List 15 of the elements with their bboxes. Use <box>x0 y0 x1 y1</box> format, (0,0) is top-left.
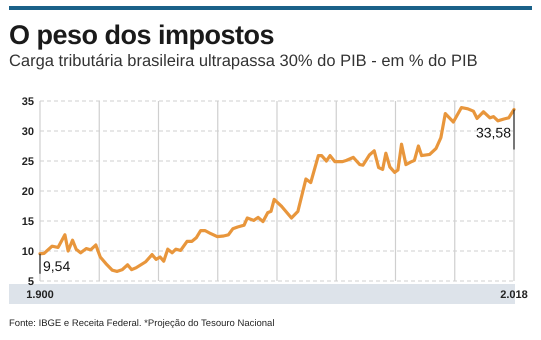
y-tick-label: 20 <box>22 186 34 198</box>
line-series <box>38 106 516 273</box>
y-tick-label: 25 <box>22 156 34 168</box>
y-tick-label: 15 <box>22 216 34 228</box>
y-tick-label: 10 <box>22 246 34 258</box>
y-tick-label: 35 <box>22 96 34 108</box>
source-note: Fonte: IBGE e Receita Federal. *Projeção do Tesouro Nacional <box>9 318 274 329</box>
y-tick-label: 30 <box>22 126 34 138</box>
chart-title: O peso dos impostos <box>9 20 274 50</box>
annotation: 9,54 <box>43 258 70 274</box>
x-tick-label: 2.018 <box>500 289 528 301</box>
annotation: 33,58 <box>476 124 512 141</box>
chart-subtitle: Carga tributária brasileira ultrapassa 30% do PIB - em % do PIB <box>9 52 478 70</box>
x-tick-label: 1.900 <box>26 289 54 301</box>
y-tick-label: 5 <box>28 276 34 288</box>
